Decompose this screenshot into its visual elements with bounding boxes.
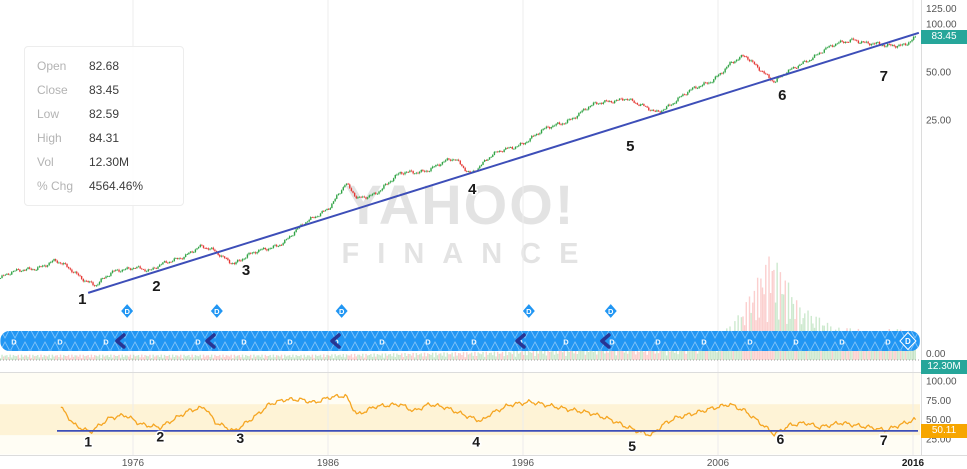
dividend-letter: D (655, 338, 661, 347)
dividend-letter: D (609, 338, 615, 347)
time-tick-label: 1996 (512, 458, 535, 469)
wave-label-6[interactable]: 6 (777, 85, 788, 105)
dividend-fold-icon[interactable] (600, 333, 611, 349)
legend-vol-label: Vol (37, 155, 54, 169)
legend-row-vol: Vol 12.30M (37, 150, 171, 174)
indicator-wave-label-1[interactable]: 1 (83, 432, 94, 451)
indicator-pane: 1 2 3 4 5 6 7 (57, 393, 918, 455)
legend-high-value: 84.31 (89, 131, 120, 145)
wave-label-5[interactable]: 5 (625, 136, 636, 156)
dividend-letter: D (241, 338, 247, 347)
legend-row-open: Open 82.68 (37, 54, 171, 78)
volume-badge: 12.30M (921, 360, 967, 374)
dividend-marker[interactable]: D (899, 331, 917, 351)
dividend-fold-icon[interactable] (205, 333, 216, 349)
dividend-letter: D (839, 338, 845, 347)
dividend-marker[interactable]: D (603, 302, 618, 320)
time-tick-label: 2016 (902, 458, 925, 469)
legend-row-high: High 84.31 (37, 126, 171, 150)
dividend-letter: D (287, 338, 293, 347)
dividend-letter: D (425, 338, 431, 347)
dividend-letter: D (103, 338, 109, 347)
price-tick-label: 125.00 (926, 4, 957, 15)
wave-label-3[interactable]: 3 (240, 260, 251, 280)
legend-low-value: 82.59 (89, 107, 120, 121)
indicator-tick-label: 50.00 (926, 415, 951, 426)
dividend-band[interactable]: D D D D D D D D D D D D D D D D D D D DD D D D DD (0, 302, 920, 352)
dividend-letter: D (124, 307, 130, 316)
indicator-line (60, 393, 917, 437)
pane-backgrounds (0, 372, 920, 455)
legend-vol-value: 12.30M (89, 155, 130, 169)
dividend-letter: D (379, 338, 385, 347)
dividend-letter: D (149, 338, 155, 347)
indicator-tick-label: 25.00 (926, 434, 951, 445)
candlestick-series (0, 35, 916, 288)
volume-zero-label: 0.00 (926, 349, 946, 360)
legend-close-value: 83.45 (89, 83, 120, 97)
legend-row-chg: % Chg 4564.46% (37, 174, 171, 198)
legend-chg-value: 4564.46% (89, 179, 144, 193)
dividend-letter: D (195, 338, 201, 347)
dividend-letter: D (339, 307, 345, 316)
time-tick-label: 2006 (707, 458, 730, 469)
legend-low-label: Low (37, 107, 60, 121)
dividend-letter: D (747, 338, 753, 347)
legend-high-label: High (37, 131, 62, 145)
dividend-letter: D (885, 338, 891, 347)
dividend-letter: D (526, 307, 532, 316)
indicator-wave-label-4[interactable]: 4 (471, 432, 482, 451)
legend-row-close: Close 83.45 (37, 78, 171, 102)
dividend-letter: D (563, 338, 569, 347)
dividend-letter: D (905, 337, 911, 346)
price-tick-label: 25.00 (926, 116, 951, 127)
wave-label-2[interactable]: 2 (151, 277, 162, 297)
dividend-letter: D (11, 338, 17, 347)
dividend-letter: D (793, 338, 799, 347)
trendline[interactable] (87, 31, 920, 294)
gridlines (0, 0, 967, 456)
indicator-wave-label-5[interactable]: 5 (627, 436, 638, 455)
legend-chg-label: % Chg (37, 179, 74, 193)
dividend-fold-icon[interactable] (330, 333, 341, 349)
dividend-fold-icon[interactable] (515, 333, 526, 349)
wave-label-7[interactable]: 7 (878, 66, 889, 86)
legend-open-value: 82.68 (89, 59, 120, 73)
axis-labels: 125.00 100.00 50.00 25.00 0.00 100.00 75.00 50.… (122, 4, 957, 469)
legend-open-label: Open (37, 59, 67, 73)
dividend-fold-icon[interactable] (115, 333, 126, 349)
dividend-letter: D (608, 307, 614, 316)
ohlc-legend: Open 82.68 Close 83.45 Low 82.59 High 84… (24, 46, 184, 206)
price-scale[interactable] (921, 0, 967, 455)
dividend-marker[interactable]: D (120, 302, 135, 320)
dividend-letter: D (57, 338, 63, 347)
indicator-wave-label-6[interactable]: 6 (775, 429, 786, 448)
price-tick-label: 50.00 (926, 68, 951, 79)
wave-label-4[interactable]: 4 (467, 180, 479, 200)
dividend-letter: D (214, 307, 220, 316)
dividend-letter: D (471, 338, 477, 347)
legend-row-low: Low 82.59 (37, 102, 171, 126)
time-tick-label: 1976 (122, 458, 145, 469)
time-tick-label: 1986 (317, 458, 340, 469)
indicator-tick-label: 100.00 (926, 377, 957, 388)
dividend-marker[interactable]: D (521, 302, 536, 320)
price-tick-label: 100.00 (926, 20, 957, 31)
indicator-wave-label-2[interactable]: 2 (155, 427, 166, 446)
indicator-tick-label: 75.00 (926, 396, 951, 407)
dividend-marker[interactable]: D (334, 302, 349, 320)
wave-label-1[interactable]: 1 (77, 290, 88, 310)
last-price-badge: 83.45 (921, 30, 967, 44)
wave-annotations: 1 2 3 4 5 6 7 (77, 66, 890, 310)
dividend-letter: D (701, 338, 707, 347)
indicator-wave-label-7[interactable]: 7 (878, 430, 889, 449)
dividend-letter: D (333, 338, 339, 347)
legend-close-label: Close (37, 83, 68, 97)
indicator-value-badge: 50.11 (921, 424, 967, 438)
dividend-marker[interactable]: D (209, 302, 224, 320)
indicator-wave-label-3[interactable]: 3 (235, 429, 246, 448)
time-scale[interactable] (0, 455, 967, 469)
